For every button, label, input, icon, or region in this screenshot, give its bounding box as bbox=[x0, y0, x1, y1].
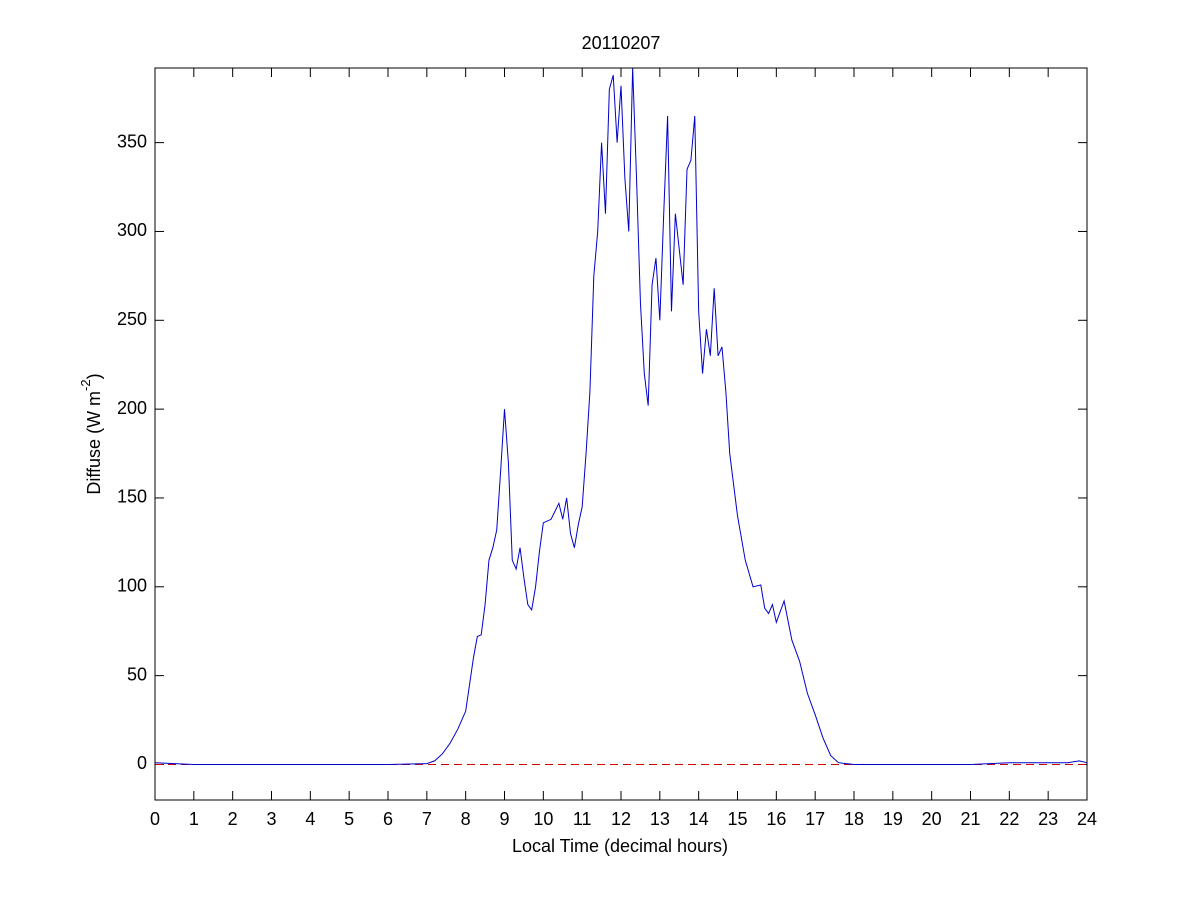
y-label-base: Diffuse (W m bbox=[84, 391, 104, 495]
plot-frame bbox=[154, 67, 1088, 801]
chart-title: 20110207 bbox=[582, 33, 661, 53]
x-tick-label: 8 bbox=[461, 809, 471, 829]
x-tick-label: 19 bbox=[883, 809, 903, 829]
x-tick-label: 23 bbox=[1038, 809, 1058, 829]
x-tick-label: 11 bbox=[573, 809, 592, 829]
y-label-sup: -2 bbox=[78, 379, 93, 391]
y-tick-label: 100 bbox=[117, 576, 147, 596]
x-tick-label: 6 bbox=[383, 809, 393, 829]
x-tick-label: 21 bbox=[960, 809, 980, 829]
x-tick-label: 14 bbox=[689, 809, 709, 829]
x-tick-label: 22 bbox=[999, 809, 1019, 829]
x-tick-label: 9 bbox=[499, 809, 509, 829]
y-tick-label: 150 bbox=[117, 487, 147, 507]
y-axis-label: Diffuse (W m-2) bbox=[78, 373, 103, 494]
x-tick-label: 18 bbox=[844, 809, 864, 829]
x-tick-label: 7 bbox=[422, 809, 432, 829]
x-tick-label: 17 bbox=[805, 809, 825, 829]
x-axis-label: Local Time (decimal hours) bbox=[512, 836, 728, 856]
x-tick-label: 4 bbox=[305, 809, 315, 829]
y-tick-label: 300 bbox=[117, 220, 147, 240]
x-tick-label: 5 bbox=[344, 809, 354, 829]
y-tick-label: 350 bbox=[117, 131, 147, 151]
x-tick-label: 15 bbox=[727, 809, 747, 829]
y-tick-label: 250 bbox=[117, 309, 147, 329]
x-tick-label: 16 bbox=[766, 809, 786, 829]
x-tick-label: 13 bbox=[650, 809, 670, 829]
x-tick-label: 3 bbox=[266, 809, 276, 829]
x-tick-label: 10 bbox=[533, 809, 553, 829]
x-tick-label: 20 bbox=[922, 809, 942, 829]
y-tick-label: 50 bbox=[127, 664, 147, 684]
x-tick-label: 0 bbox=[150, 809, 160, 829]
y-tick-label: 0 bbox=[137, 753, 147, 773]
x-tick-label: 2 bbox=[228, 809, 238, 829]
data-line bbox=[154, 67, 1088, 765]
y-tick-label: 200 bbox=[117, 398, 147, 418]
y-label-close: ) bbox=[84, 373, 104, 379]
x-tick-label: 24 bbox=[1077, 809, 1097, 829]
x-tick-label: 12 bbox=[611, 809, 631, 829]
x-tick-label: 1 bbox=[189, 809, 199, 829]
